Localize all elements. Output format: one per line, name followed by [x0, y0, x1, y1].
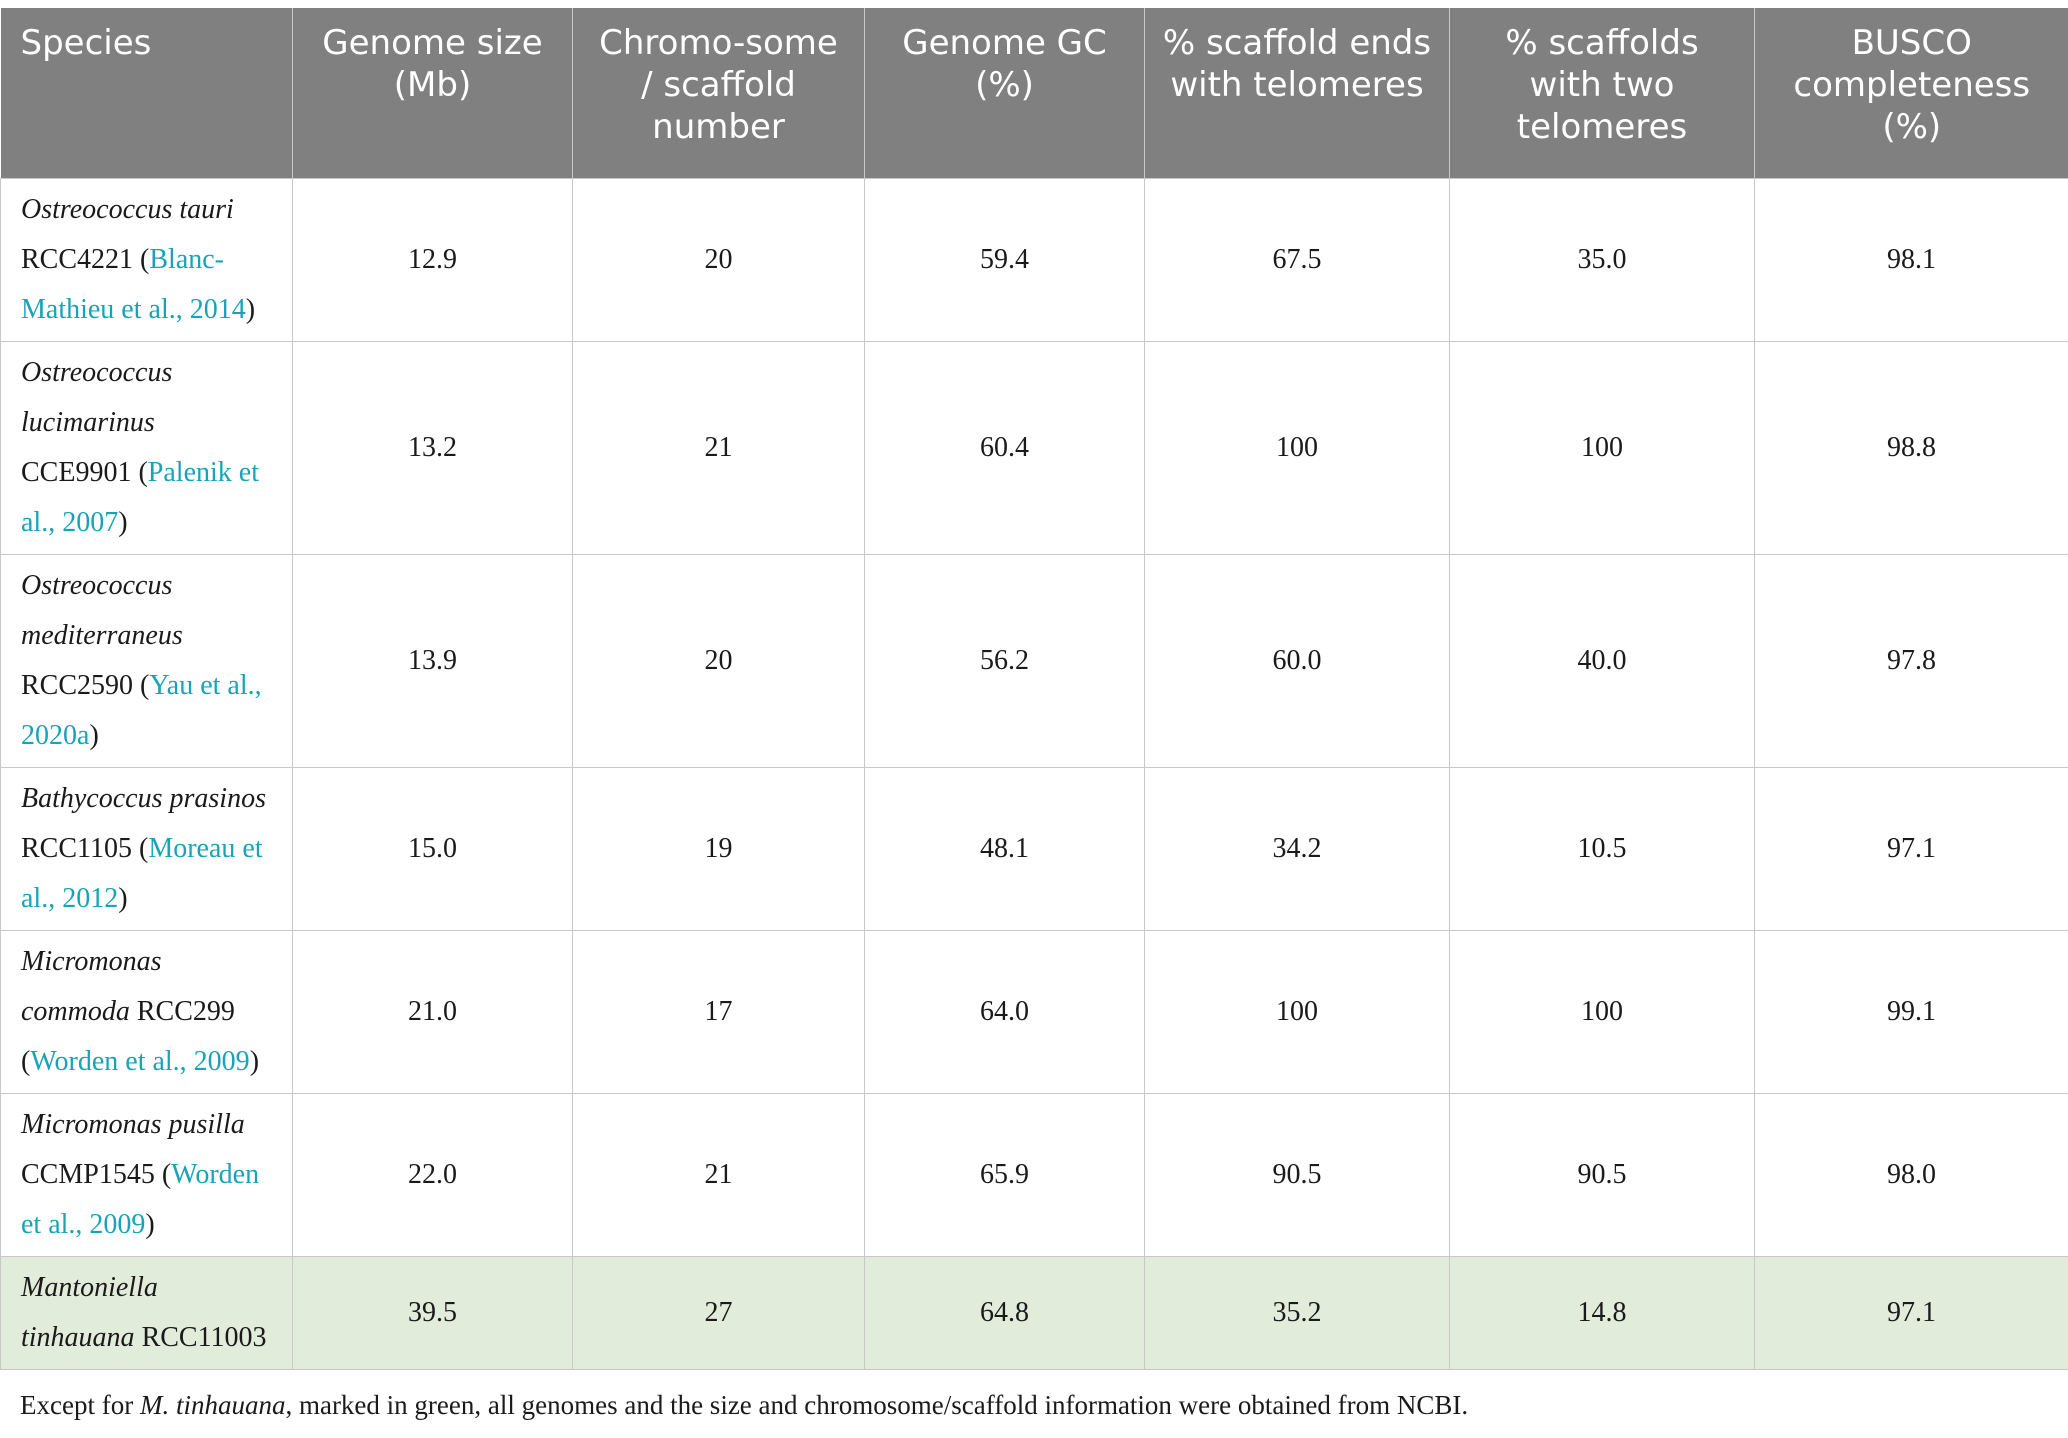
- chromosome-number-cell: 20: [572, 177, 865, 342]
- table-row-highlighted: Mantoniella tinhauana RCC11003 39.5 27 6…: [0, 1255, 2068, 1370]
- strain-id: RCC1105: [21, 832, 132, 864]
- table-row: Ostreococcus mediterraneus RCC2590 (Yau e…: [0, 553, 2068, 768]
- scaffolds-two-telomeres-cell: 100: [1449, 340, 1755, 555]
- busco-cell: 98.8: [1754, 340, 2068, 555]
- chromosome-number-cell: 19: [572, 766, 865, 931]
- header-busco: BUSCO completeness (%): [1754, 8, 2068, 178]
- header-scaffold-ends-telomeres: % scaffold ends with telomeres: [1144, 8, 1450, 178]
- reference-link[interactable]: Worden et al., 2009: [21, 1158, 260, 1240]
- scaffolds-two-telomeres-cell: 100: [1449, 929, 1755, 1094]
- genome-size-cell: 21.0: [292, 929, 573, 1094]
- genome-comparison-table: Species Genome size (Mb) Chromo-some / s…: [0, 8, 2068, 1370]
- scaffolds-two-telomeres-cell: 10.5: [1449, 766, 1755, 931]
- scaffolds-two-telomeres-cell: 14.8: [1449, 1255, 1755, 1370]
- genome-gc-cell: 60.4: [864, 340, 1145, 555]
- genome-gc-cell: 64.8: [864, 1255, 1145, 1370]
- table-row: Micromonas pusilla CCMP1545 (Worden et al…: [0, 1092, 2068, 1257]
- chromosome-number-cell: 27: [572, 1255, 865, 1370]
- busco-cell: 97.1: [1754, 1255, 2068, 1370]
- species-name: Ostreococcus lucimarinus: [21, 356, 173, 438]
- scaffolds-two-telomeres-cell: 35.0: [1449, 177, 1755, 342]
- chromosome-number-cell: 21: [572, 1092, 865, 1257]
- species-name: Ostreococcus mediterraneus: [21, 569, 183, 651]
- species-name: Ostreococcus tauri: [21, 193, 234, 225]
- scaffold-ends-telomeres-cell: 35.2: [1144, 1255, 1450, 1370]
- genome-gc-cell: 59.4: [864, 177, 1145, 342]
- strain-id: RCC11003: [141, 1321, 267, 1353]
- chromosome-number-cell: 17: [572, 929, 865, 1094]
- reference-link[interactable]: Yau et al., 2020a: [21, 669, 262, 751]
- footnote-suffix: , marked in green, all genomes and the s…: [285, 1390, 1469, 1420]
- strain-id: CCMP1545: [21, 1158, 155, 1190]
- species-cell: Bathycoccus prasinos RCC1105 (Moreau et a…: [0, 766, 293, 931]
- scaffolds-two-telomeres-cell: 90.5: [1449, 1092, 1755, 1257]
- reference-link[interactable]: Worden et al., 2009: [30, 1045, 250, 1077]
- footnote-species: M. tinhauana: [139, 1390, 286, 1420]
- scaffold-ends-telomeres-cell: 100: [1144, 340, 1450, 555]
- species-name: Micromonas commoda: [21, 945, 162, 1027]
- genome-gc-cell: 48.1: [864, 766, 1145, 931]
- header-species: Species: [0, 8, 293, 178]
- strain-id: RCC4221: [21, 243, 134, 275]
- scaffold-ends-telomeres-cell: 90.5: [1144, 1092, 1450, 1257]
- species-cell: Micromonas pusilla CCMP1545 (Worden et al…: [0, 1092, 293, 1257]
- genome-size-cell: 15.0: [292, 766, 573, 931]
- table-body: Ostreococcus tauri RCC4221 (Blanc-Mathieu…: [0, 177, 2068, 1370]
- chromosome-number-cell: 21: [572, 340, 865, 555]
- table-row: Bathycoccus prasinos RCC1105 (Moreau et a…: [0, 766, 2068, 931]
- table-row: Micromonas commoda RCC299 (Worden et al.…: [0, 929, 2068, 1094]
- species-cell: Mantoniella tinhauana RCC11003: [0, 1255, 293, 1370]
- genome-gc-cell: 65.9: [864, 1092, 1145, 1257]
- scaffolds-two-telomeres-cell: 40.0: [1449, 553, 1755, 768]
- genome-gc-cell: 64.0: [864, 929, 1145, 1094]
- scaffold-ends-telomeres-cell: 60.0: [1144, 553, 1450, 768]
- header-chromosome-number: Chromo-some / scaffold number: [572, 8, 865, 178]
- species-cell: Ostreococcus mediterraneus RCC2590 (Yau e…: [0, 553, 293, 768]
- header-genome-size: Genome size (Mb): [292, 8, 573, 178]
- genome-size-cell: 12.9: [292, 177, 573, 342]
- strain-id: RCC299: [136, 995, 235, 1027]
- scaffold-ends-telomeres-cell: 67.5: [1144, 177, 1450, 342]
- species-cell: Ostreococcus tauri RCC4221 (Blanc-Mathieu…: [0, 177, 293, 342]
- header-row: Species Genome size (Mb) Chromo-some / s…: [0, 8, 2068, 178]
- genome-size-cell: 13.2: [292, 340, 573, 555]
- header-genome-gc: Genome GC (%): [864, 8, 1145, 178]
- scaffold-ends-telomeres-cell: 100: [1144, 929, 1450, 1094]
- header-scaffolds-two-telomeres: % scaffolds with two telomeres: [1449, 8, 1755, 178]
- genome-size-cell: 39.5: [292, 1255, 573, 1370]
- busco-cell: 98.0: [1754, 1092, 2068, 1257]
- busco-cell: 97.1: [1754, 766, 2068, 931]
- species-name: Micromonas pusilla: [21, 1108, 245, 1140]
- busco-cell: 99.1: [1754, 929, 2068, 1094]
- species-cell: Ostreococcus lucimarinus CCE9901 (Palenik…: [0, 340, 293, 555]
- chromosome-number-cell: 20: [572, 553, 865, 768]
- species-cell: Micromonas commoda RCC299 (Worden et al.…: [0, 929, 293, 1094]
- strain-id: CCE9901: [21, 456, 132, 488]
- table-footnote: Except for M. tinhauana, marked in green…: [20, 1390, 1468, 1421]
- busco-cell: 97.8: [1754, 553, 2068, 768]
- species-name: Bathycoccus prasinos: [21, 782, 266, 814]
- reference-link[interactable]: Moreau et al., 2012: [21, 832, 263, 914]
- table-row: Ostreococcus lucimarinus CCE9901 (Palenik…: [0, 340, 2068, 555]
- reference-link[interactable]: Blanc-Mathieu et al., 2014: [21, 243, 246, 325]
- genome-size-cell: 13.9: [292, 553, 573, 768]
- species-name: Mantoniella tinhauana: [21, 1271, 158, 1353]
- genome-size-cell: 22.0: [292, 1092, 573, 1257]
- footnote-prefix: Except for: [20, 1390, 140, 1420]
- strain-id: RCC2590: [21, 669, 134, 701]
- reference-link[interactable]: Palenik et al., 2007: [21, 456, 259, 538]
- genome-gc-cell: 56.2: [864, 553, 1145, 768]
- table-header: Species Genome size (Mb) Chromo-some / s…: [0, 8, 2068, 178]
- scaffold-ends-telomeres-cell: 34.2: [1144, 766, 1450, 931]
- table-row: Ostreococcus tauri RCC4221 (Blanc-Mathieu…: [0, 177, 2068, 342]
- busco-cell: 98.1: [1754, 177, 2068, 342]
